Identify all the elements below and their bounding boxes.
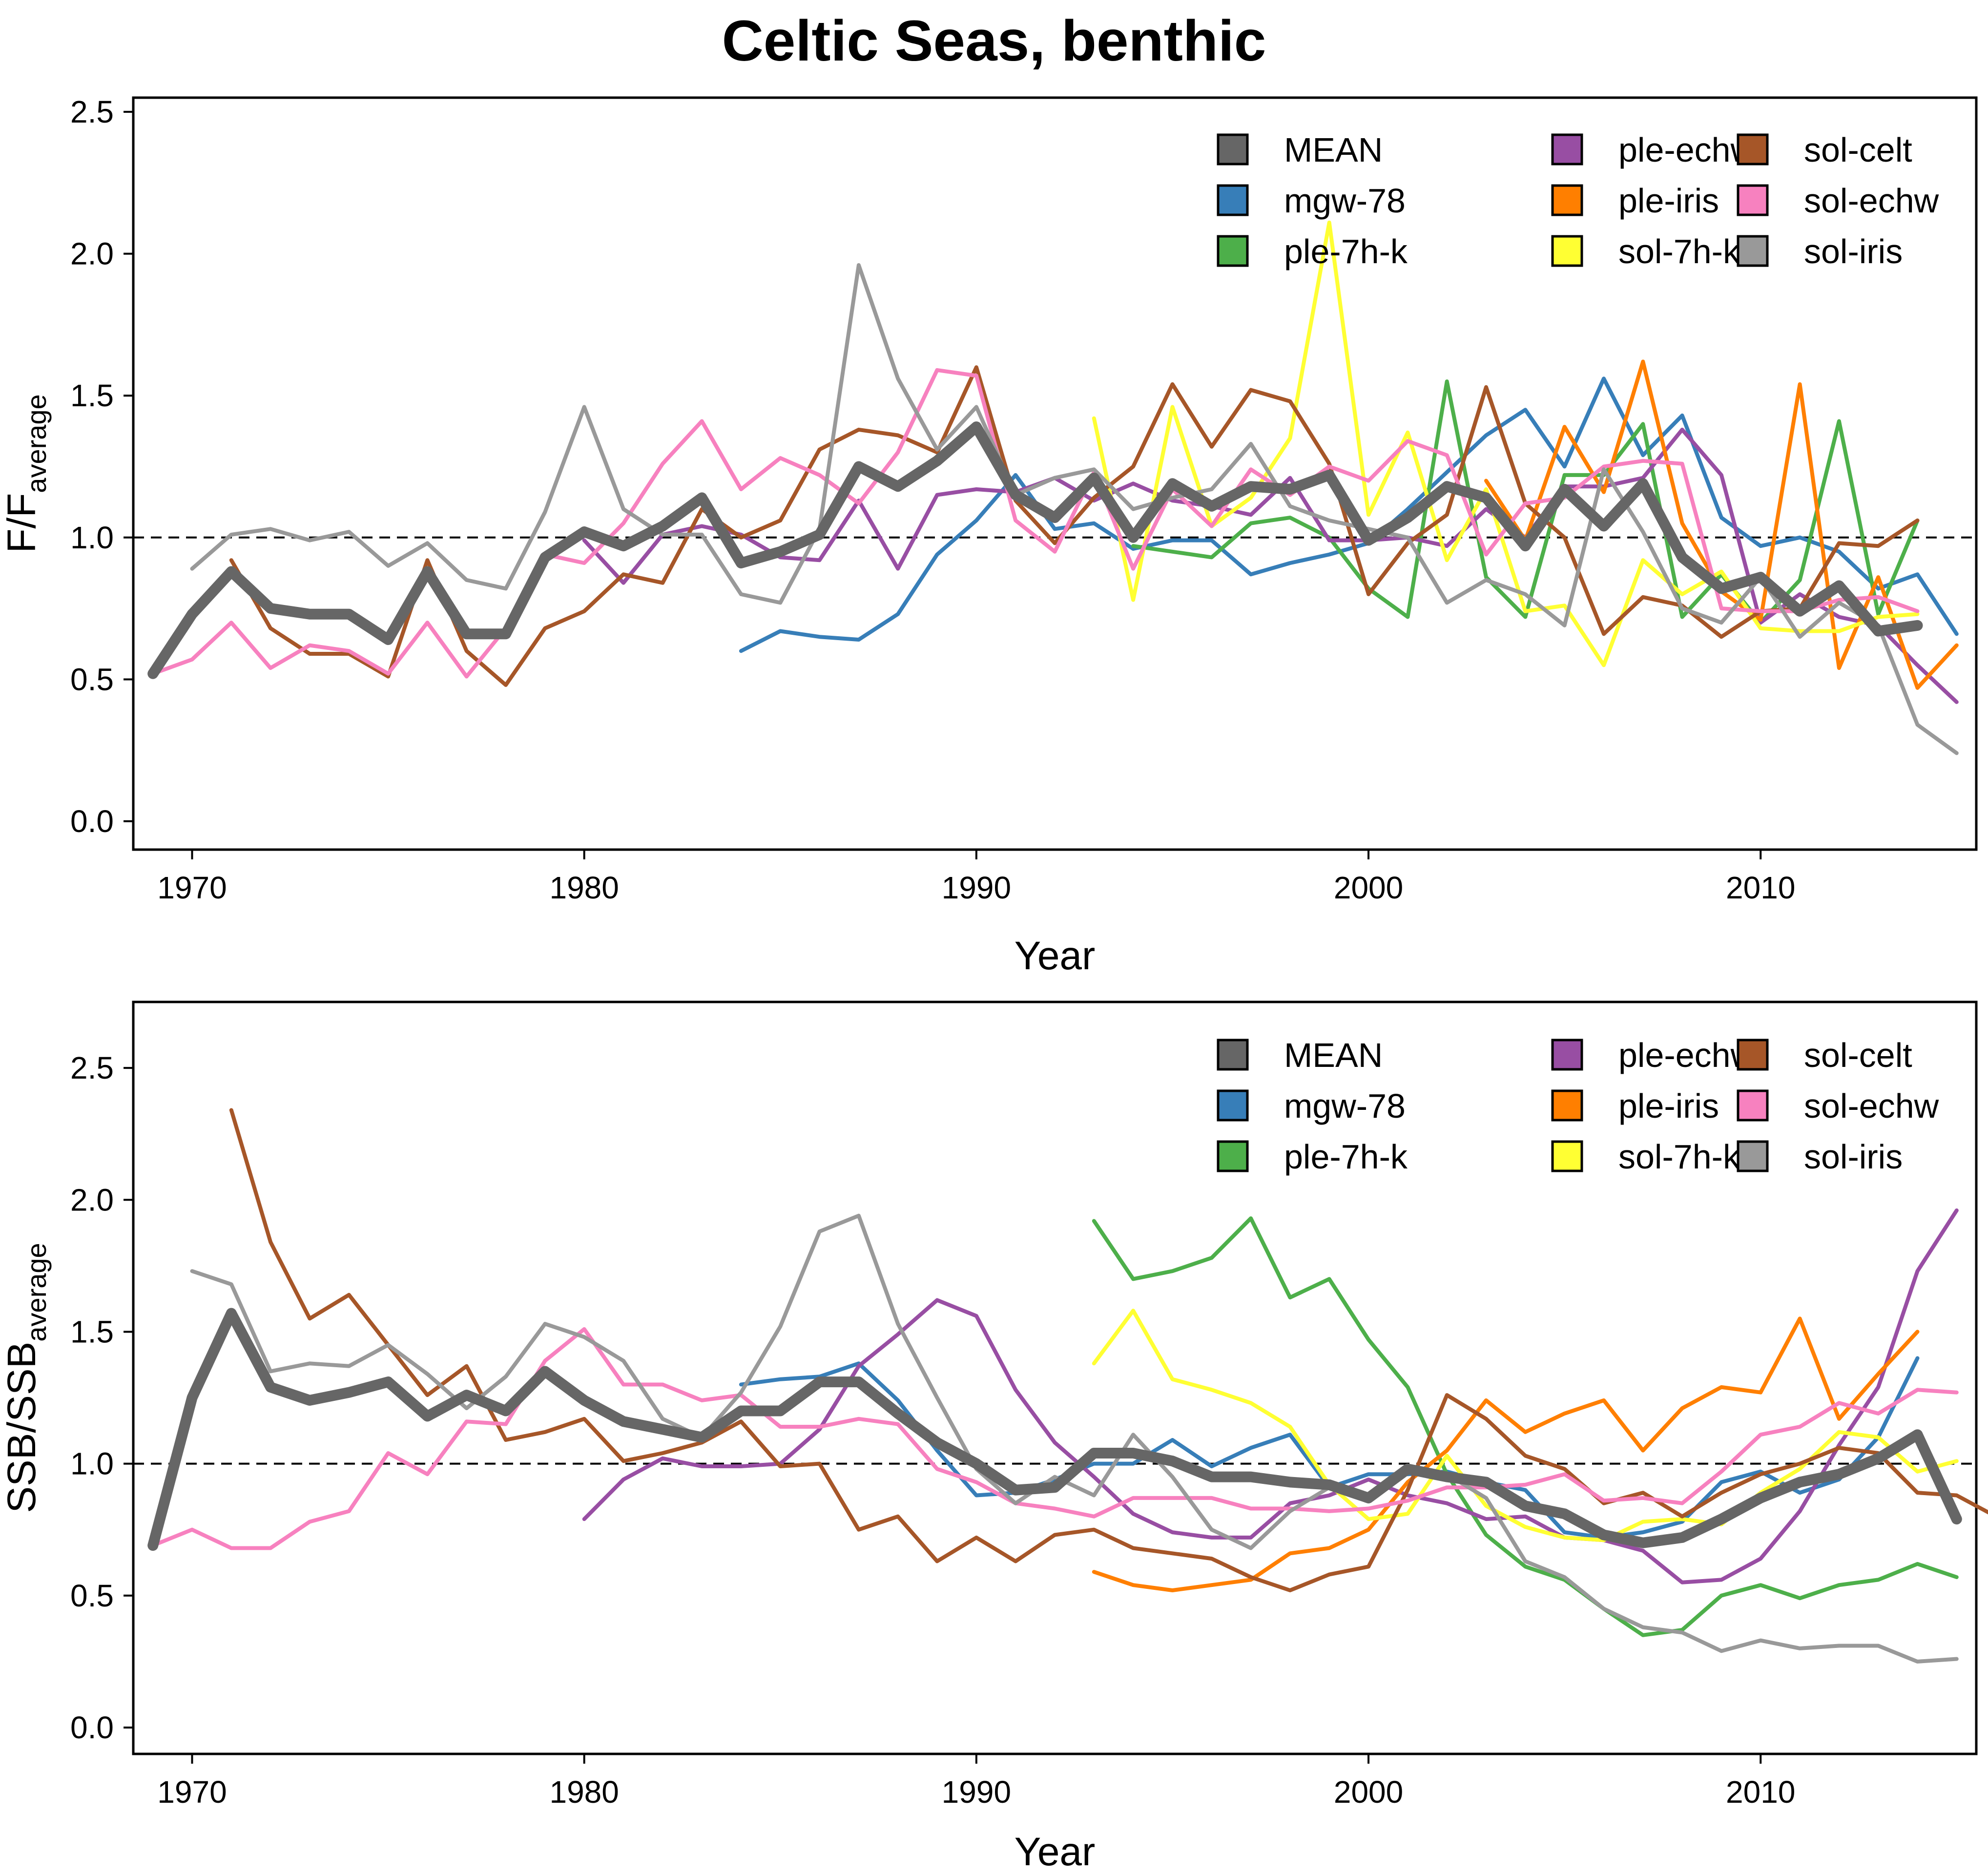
legend-label-mgw-78: mgw-78 <box>1284 1087 1406 1125</box>
series-line-MEAN <box>147 421 1923 679</box>
legend-swatch-ple-echw <box>1551 133 1583 166</box>
y-axis-label-main: SSB/SSB <box>0 1342 44 1513</box>
x-tick-label: 1990 <box>942 1774 1011 1810</box>
y-tick-label: 1.0 <box>70 520 114 555</box>
x-tick-label: 1980 <box>549 1774 619 1810</box>
x-tick-label: 1970 <box>157 1774 227 1810</box>
legend-label-sol-echw: sol-echw <box>1804 182 1939 220</box>
legend-label-sol-celt: sol-celt <box>1804 1036 1912 1074</box>
legend-swatch-sol-echw <box>1737 1089 1769 1122</box>
series-line-ple-iris <box>1092 1316 1920 1592</box>
legend-swatch-MEAN <box>1217 133 1249 166</box>
series-line-sol-echw <box>151 1327 1959 1550</box>
series-line-sol-celt <box>229 1108 1988 1592</box>
legend-swatch-ple-iris <box>1551 184 1583 216</box>
y-tick-label: 2.5 <box>70 1050 114 1085</box>
y-axis-label-main: F/F <box>0 493 44 553</box>
x-tick-label: 2010 <box>1726 870 1795 905</box>
x-tick-label: 2000 <box>1334 1774 1403 1810</box>
legend-label-ple-iris: ple-iris <box>1618 182 1719 220</box>
x-axis-label: Year <box>1015 1830 1096 1874</box>
y-tick-label: 0.0 <box>70 804 114 839</box>
legend-label-sol-7h-k: sol-7h-k <box>1618 232 1740 271</box>
series-line-sol-iris <box>190 263 1959 755</box>
series-line-sol-echw <box>151 368 1920 679</box>
legend-swatch-sol-celt <box>1737 133 1769 166</box>
legend-label-ple-echw: ple-echw <box>1618 131 1756 169</box>
legend-swatch-sol-iris <box>1737 235 1769 267</box>
series-line-ple-7h-k <box>1092 1216 1959 1637</box>
legend-swatch-ple-7h-k <box>1217 235 1249 267</box>
y-tick-label: 2.0 <box>70 236 114 271</box>
series-line-sol-iris <box>190 1213 1959 1664</box>
legend-label-mgw-78: mgw-78 <box>1284 182 1406 220</box>
y-tick-label: 0.0 <box>70 1710 114 1745</box>
y-tick-label: 2.5 <box>70 94 114 129</box>
legend-swatch-sol-7h-k <box>1551 1140 1583 1172</box>
series-line-ple-echw <box>582 427 1959 704</box>
legend-label-sol-celt: sol-celt <box>1804 131 1912 169</box>
x-tick-label: 2010 <box>1726 1774 1795 1810</box>
legend-swatch-ple-7h-k <box>1217 1140 1249 1172</box>
legend-label-MEAN: MEAN <box>1284 131 1383 169</box>
y-tick-label: 0.5 <box>70 662 114 697</box>
series-line-ple-echw <box>582 1208 1959 1584</box>
plot-frame <box>132 1000 1978 1755</box>
legend-swatch-MEAN <box>1217 1039 1249 1071</box>
x-tick-label: 1980 <box>549 870 619 905</box>
y-tick-label: 2.0 <box>70 1182 114 1217</box>
legend-label-sol-iris: sol-iris <box>1804 1138 1903 1176</box>
legend-swatch-sol-celt <box>1737 1039 1769 1071</box>
legend-swatch-mgw-78 <box>1217 184 1249 216</box>
legend-swatch-ple-echw <box>1551 1039 1583 1071</box>
chart-title: Celtic Seas, benthic <box>722 9 1266 73</box>
series-line-sol-celt <box>229 365 1920 687</box>
legend-label-sol-iris: sol-iris <box>1804 232 1903 271</box>
legend-label-ple-7h-k: ple-7h-k <box>1284 232 1408 271</box>
x-axis-label: Year <box>1015 934 1096 978</box>
f-panel: 0.0 0.5 1.0 1.5 2.0 2.5 1970 1980 1990 2000 2010 Ye… <box>0 94 1978 978</box>
legend-label-sol-7h-k: sol-7h-k <box>1618 1138 1740 1176</box>
legend-label-sol-echw: sol-echw <box>1804 1087 1939 1125</box>
legend-swatch-sol-echw <box>1737 184 1769 216</box>
y-tick-label: 1.5 <box>70 378 114 413</box>
ssb-panel: 0.0 0.5 1.0 1.5 2.0 2.5 1970 1980 1990 2000 2010 Ye… <box>0 1000 1988 1874</box>
y-axis-label-sub: average <box>21 1243 52 1341</box>
legend-label-MEAN: MEAN <box>1284 1036 1383 1074</box>
legend-swatch-ple-iris <box>1551 1089 1583 1122</box>
y-tick-label: 0.5 <box>70 1578 114 1613</box>
legend-swatch-mgw-78 <box>1217 1089 1249 1122</box>
legend-swatch-sol-iris <box>1737 1140 1769 1172</box>
series-line-MEAN <box>147 1308 1962 1551</box>
x-tick-label: 2000 <box>1334 870 1403 905</box>
x-tick-label: 1970 <box>157 870 227 905</box>
y-axis-label: F/Faverage <box>0 394 52 553</box>
series-line-mgw-78 <box>739 376 1959 653</box>
legend-label-ple-echw: ple-echw <box>1618 1036 1756 1074</box>
plot-frame <box>132 96 1978 851</box>
legend-label-ple-iris: ple-iris <box>1618 1087 1719 1125</box>
legend-label-ple-7h-k: ple-7h-k <box>1284 1138 1408 1176</box>
series-line-sol-7h-k <box>1092 220 1920 667</box>
y-tick-label: 1.0 <box>70 1446 114 1481</box>
x-tick-label: 1990 <box>942 870 1011 905</box>
y-tick-label: 1.5 <box>70 1314 114 1349</box>
legend-swatch-sol-7h-k <box>1551 235 1583 267</box>
y-axis-label: SSB/SSBaverage <box>0 1243 52 1513</box>
y-axis-label-sub: average <box>21 394 52 493</box>
